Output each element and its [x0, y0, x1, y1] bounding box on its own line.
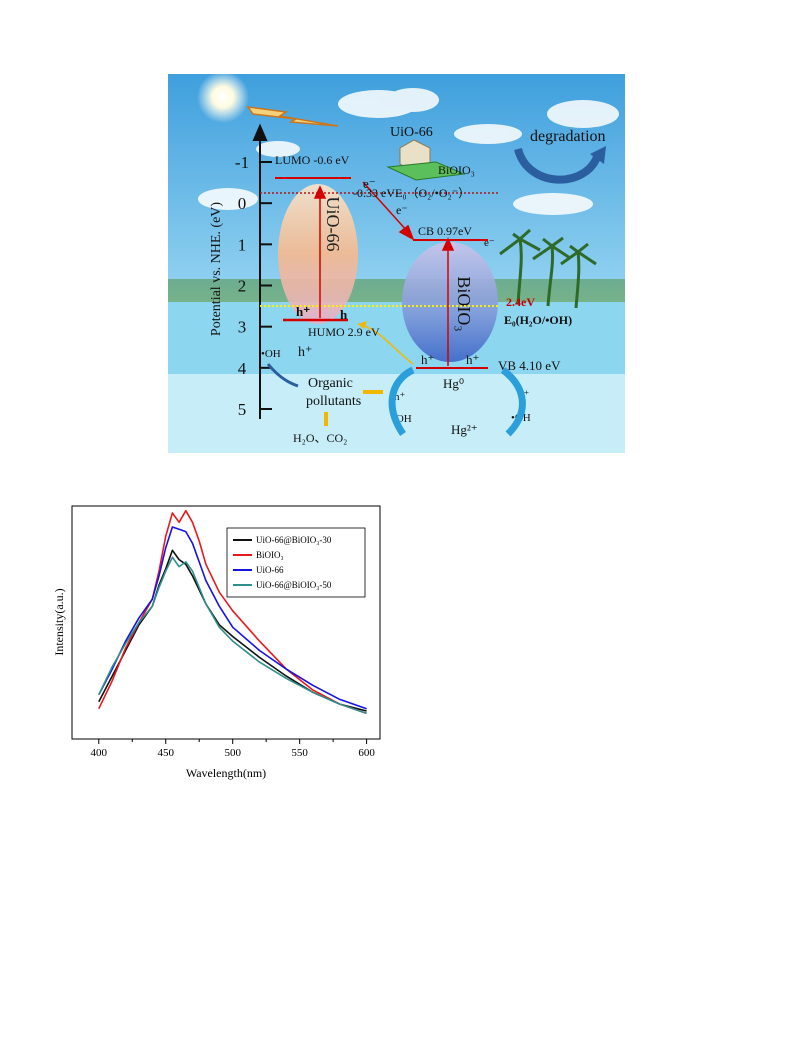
organic-label: Organic	[308, 376, 353, 391]
lumo-label: LUMO -0.6 eV	[275, 153, 350, 167]
legend-label: BiOIO₃	[256, 550, 284, 560]
series-line	[98, 526, 367, 710]
axis-title: Potential vs. NHE. (eV)	[209, 202, 224, 336]
degradation-label: degradation	[530, 128, 606, 145]
lightning-icon	[246, 106, 339, 127]
hole-label: h⁺	[298, 345, 312, 360]
clouds	[198, 88, 619, 215]
axis-tick-label: 1	[238, 235, 247, 254]
x-tick-label: 500	[224, 747, 241, 759]
bioio3-particle-label: BiOIO₃	[454, 276, 474, 331]
hg-oxidation-arrow-right	[500, 367, 526, 437]
axis-tick-label: -1	[235, 153, 249, 172]
series-line	[98, 556, 367, 715]
hole-label: h	[340, 307, 348, 322]
legend-label: UiO-66@BiOIO₃-50	[256, 580, 332, 590]
electron-label: e⁻	[484, 237, 495, 249]
products-label: H₂O、CO₂	[293, 431, 347, 445]
electron-label: e⁻	[396, 203, 408, 217]
x-tick-label: 550	[291, 747, 308, 759]
hole-arrowhead-icon	[358, 321, 367, 329]
axis-ticks: -1 0 1 2 3 4 5	[235, 153, 272, 419]
y-axis-title: Intensity(a.u.)	[52, 588, 66, 655]
charge-transfer-arrows	[313, 181, 455, 366]
energy-levels	[260, 177, 498, 369]
uio66-top-label: UiO-66	[390, 125, 433, 140]
pollutants-label: pollutants	[306, 394, 361, 409]
oh-radical-label: •OH	[261, 348, 281, 360]
hole-label: h⁺	[466, 352, 479, 367]
cb-label: CB 0.97eV	[418, 224, 472, 238]
x-tick-label: 600	[358, 747, 375, 759]
axis-tick-label: 2	[238, 277, 247, 296]
legend-label: UiO-66	[256, 565, 284, 575]
series-line	[98, 549, 367, 712]
legend-label: UiO-66@BiOIO₃-30	[256, 535, 332, 545]
bioio3-label: BiOIO₃	[438, 163, 475, 177]
bioio3-particle	[402, 242, 498, 362]
x-tick-label: 400	[91, 747, 108, 759]
uio66-particle	[278, 184, 358, 324]
electron-label: e⁻	[363, 176, 376, 191]
hg-oxidation-arrow-left	[388, 366, 415, 436]
series-lines	[98, 509, 367, 715]
hg2-label: Hg²⁺	[451, 422, 478, 437]
humo-label: HUMO 2.9 eV	[308, 325, 380, 339]
vb-label: VB 4.10 eV	[498, 358, 561, 373]
axis-tick-label: 4	[238, 359, 247, 378]
uio66-label: UiO-66	[323, 197, 343, 252]
x-axis-title: Wavelength(nm)	[186, 766, 266, 780]
pl-spectrum-chart: 400 450 500 550 600 Intensity(a.u.) Waveleng…	[52, 505, 381, 780]
x-tick-label: 450	[157, 747, 174, 759]
oh-attack-arrow	[266, 363, 299, 388]
hole-label: h⁺	[421, 352, 434, 367]
degradation-arrowhead-icon	[590, 146, 606, 164]
x-axis-ticks: 400 450 500 550 600	[91, 739, 375, 759]
hole-label: h⁺	[296, 304, 310, 319]
bioio3-sheet-icon	[386, 161, 466, 181]
axis-tick-label: 0	[238, 194, 247, 213]
hg0-label: Hg⁰	[443, 376, 464, 391]
axis-tick-label: 5	[238, 400, 247, 419]
legend: UiO-66@BiOIO₃-30 BiOIO₃ UiO-66 UiO-66@BiOIO…	[226, 527, 366, 598]
sun-icon	[197, 74, 249, 123]
degradation-cycle-icon	[514, 147, 602, 184]
h2o-potential-label: 2.4eV	[506, 295, 535, 309]
h2o-level-label: E₀(H₂O/•OH)	[504, 313, 572, 327]
potential-axis	[252, 123, 268, 419]
hole-label: h⁺	[394, 391, 406, 403]
palm-trees	[499, 228, 597, 309]
axis-tick-label: 3	[238, 318, 247, 337]
o2-level-label: -0.33 eVE₀（O₂/•O₂⁻）	[353, 186, 470, 200]
